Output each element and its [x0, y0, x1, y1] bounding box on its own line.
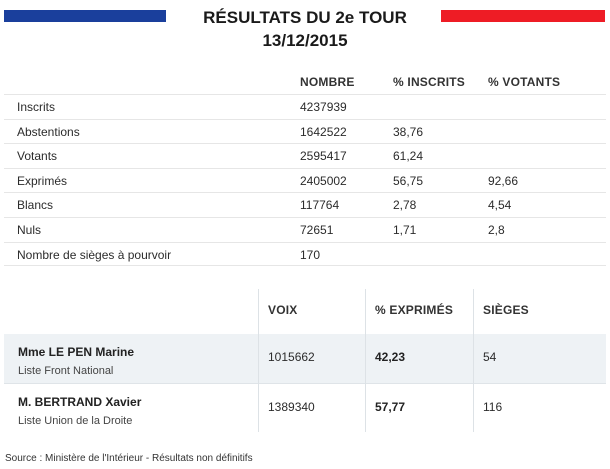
table-row: Nombre de sièges à pourvoir 170 — [4, 241, 606, 267]
candidate-name: Mme LE PEN Marine — [18, 345, 135, 359]
cell-pct-votants: 4,54 — [488, 198, 512, 213]
summary-table: Inscrits 4237939 Abstentions 1642522 38,… — [4, 94, 606, 267]
table-row: Blancs 117764 2,78 4,54 — [4, 192, 606, 217]
row-label: Votants — [17, 149, 58, 164]
cell-pct-votants: 2,8 — [488, 222, 505, 237]
cell-voix: 1015662 — [268, 350, 315, 364]
cell-pct-inscrits: 61,24 — [393, 149, 424, 164]
row-label: Inscrits — [17, 100, 56, 114]
row-label: Blancs — [17, 198, 54, 213]
table-row: Abstentions 1642522 38,76 — [4, 118, 606, 144]
cell-pct-inscrits: 2,78 — [393, 198, 417, 213]
page-title: RÉSULTATS DU 2e TOUR — [203, 8, 407, 27]
column-header-voix: VOIX — [268, 303, 298, 317]
cell-pct-inscrits: 38,76 — [393, 124, 424, 139]
cell-pct-votants: 92,66 — [488, 173, 519, 188]
column-header-nombre: NOMBRE — [300, 75, 355, 89]
cell-nombre: 4237939 — [300, 100, 347, 114]
source-note: Source : Ministère de l'Intérieur - Résu… — [5, 453, 253, 464]
cell-sieges: 116 — [483, 400, 503, 414]
flag-red-bar — [441, 10, 605, 22]
row-label: Exprimés — [17, 173, 68, 188]
cell-voix: 1389340 — [268, 400, 315, 414]
table-row: Exprimés 2405002 56,75 92,66 — [4, 167, 606, 193]
flag-blue-bar — [4, 10, 166, 22]
cell-nombre: 117764 — [300, 198, 340, 213]
cell-pct-inscrits: 1,71 — [393, 222, 417, 237]
cell-nombre: 2595417 — [300, 149, 347, 164]
cell-pct-exprimes: 57,77 — [375, 400, 406, 414]
candidates-table: Mme LE PEN Marine Liste Front National 1… — [4, 334, 606, 432]
candidates-header: VOIX % EXPRIMÉS SIÈGES — [0, 289, 610, 335]
row-label: Nombre de sièges à pourvoir — [17, 247, 172, 262]
cell-pct-exprimes: 42,23 — [375, 350, 406, 364]
cell-pct-inscrits: 56,75 — [393, 173, 424, 188]
candidate-name: M. BERTRAND Xavier — [18, 395, 142, 409]
cell-sieges: 54 — [483, 350, 497, 364]
candidate-list: Liste Front National — [18, 365, 114, 377]
column-divider — [258, 289, 259, 432]
column-header-sieges: SIÈGES — [483, 303, 529, 317]
column-header-pct-inscrits: % INSCRITS — [393, 75, 466, 89]
cell-nombre: 1642522 — [300, 124, 347, 139]
cell-nombre: 170 — [300, 247, 321, 262]
column-divider — [365, 289, 366, 432]
candidate-row: M. BERTRAND Xavier Liste Union de la Dro… — [4, 383, 606, 432]
column-divider — [473, 289, 474, 432]
row-label: Abstentions — [17, 124, 80, 139]
table-row: Votants 2595417 61,24 — [4, 143, 606, 168]
page-date: 13/12/2015 — [262, 31, 348, 50]
table-row: Nuls 72651 1,71 2,8 — [4, 216, 606, 242]
column-header-pct-votants: % VOTANTS — [488, 75, 561, 89]
candidate-row: Mme LE PEN Marine Liste Front National 1… — [4, 334, 606, 383]
column-header-pct-exprimes: % EXPRIMÉS — [375, 303, 454, 317]
cell-nombre: 72651 — [300, 222, 334, 237]
table-row: Inscrits 4237939 — [4, 94, 606, 119]
candidate-list: Liste Union de la Droite — [18, 415, 133, 427]
cell-nombre: 2405002 — [300, 173, 347, 188]
row-label: Nuls — [17, 222, 42, 237]
